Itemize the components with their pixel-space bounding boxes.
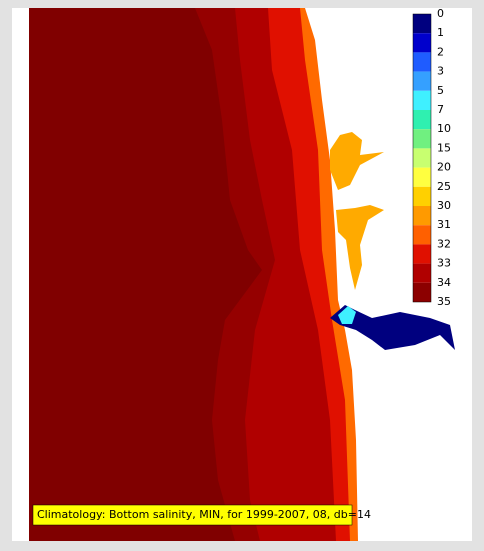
legend-swatch (413, 167, 431, 187)
estuary (330, 305, 455, 350)
estuary-mouth (338, 306, 356, 324)
legend-label: 5 (437, 84, 444, 97)
legend-label: 33 (437, 257, 451, 270)
bay-south (336, 205, 384, 290)
bay-north (330, 132, 384, 190)
legend-swatch (413, 186, 431, 206)
legend-swatch (413, 33, 431, 53)
map (29, 8, 472, 541)
legend-label: 30 (437, 199, 451, 212)
legend-label: 31 (437, 218, 451, 231)
caption: Climatology: Bottom salinity, MIN, for 1… (37, 508, 371, 521)
legend-label: 1 (437, 26, 444, 39)
legend-swatch (413, 225, 431, 245)
legend-swatch (413, 263, 431, 283)
legend-swatch (413, 148, 431, 168)
legend-label: 2 (437, 45, 444, 58)
legend-label: 3 (437, 65, 444, 78)
legend-swatch (413, 52, 431, 72)
legend-label: 15 (437, 141, 451, 154)
caption-box (32, 504, 353, 526)
legend-label: 34 (437, 276, 451, 289)
legend-swatch (413, 244, 431, 264)
legend-swatch (413, 129, 431, 149)
legend-swatch (413, 282, 431, 302)
legend-swatch (413, 110, 431, 130)
legend-swatch (413, 206, 431, 226)
legend-label: 0 (437, 7, 444, 20)
legend-label: 10 (437, 122, 451, 135)
band-35 (29, 8, 262, 541)
legend-swatch (413, 71, 431, 91)
legend-label: 25 (437, 180, 451, 193)
legend-swatch (413, 14, 431, 34)
legend-label: 20 (437, 161, 451, 174)
legend-swatch (413, 90, 431, 110)
legend-label: 32 (437, 237, 451, 250)
legend-frame (412, 13, 432, 303)
legend-label: 7 (437, 103, 444, 116)
legend-label: 35 (437, 295, 451, 308)
